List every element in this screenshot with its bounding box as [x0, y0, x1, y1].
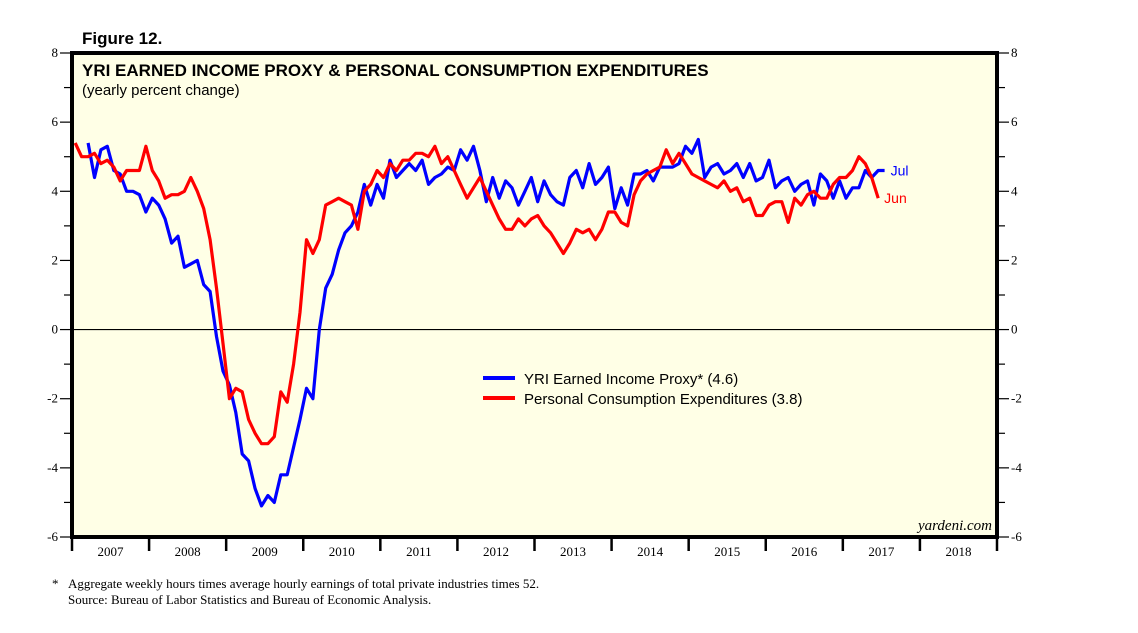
x-tick-label: 2012	[483, 544, 509, 559]
x-tick-label: 2015	[714, 544, 740, 559]
footnote-source: Source: Bureau of Labor Statistics and B…	[68, 592, 431, 607]
y-tick-label-right: 4	[1011, 183, 1018, 198]
series-line-pce	[73, 142, 880, 446]
legend-label-yri: YRI Earned Income Proxy* (4.6)	[524, 371, 738, 388]
y-tick-label-left: -4	[47, 460, 58, 475]
y-tick-label-left: 0	[52, 322, 59, 337]
series-line-yri	[86, 137, 885, 508]
chart-subtitle: (yearly percent change)	[82, 82, 240, 99]
plot-frame	[70, 51, 999, 539]
y-tick-label-left: 4	[52, 183, 59, 198]
y-axis-right: -6 -4 -2 0 2 4 6 8	[997, 45, 1022, 544]
y-tick-label-right: 2	[1011, 252, 1018, 267]
y-tick-label-right: 0	[1011, 322, 1018, 337]
y-tick-label-left: -6	[47, 529, 58, 544]
figure-label: Figure 12.	[82, 29, 162, 48]
y-tick-label-right: 6	[1011, 114, 1018, 129]
x-tick-label: 2013	[560, 544, 586, 559]
end-label-yri: Jul	[891, 163, 909, 179]
legend-label-pce: Personal Consumption Expenditures (3.8)	[524, 391, 802, 408]
x-tick-label: 2018	[945, 544, 971, 559]
x-tick-label: 2009	[252, 544, 278, 559]
footnote-note: Aggregate weekly hours times average hou…	[68, 576, 539, 591]
y-tick-label-left: 6	[52, 114, 59, 129]
y-tick-label-right: 8	[1011, 45, 1018, 60]
watermark: yardeni.com	[916, 518, 992, 534]
chart-title: YRI EARNED INCOME PROXY & PERSONAL CONSU…	[82, 61, 709, 80]
x-tick-label: 2007	[98, 544, 125, 559]
y-tick-label-left: -2	[47, 391, 58, 406]
x-tick-label: 2008	[175, 544, 201, 559]
y-tick-label-left: 2	[52, 252, 59, 267]
x-tick-label: 2010	[329, 544, 355, 559]
x-tick-label: 2014	[637, 544, 664, 559]
y-tick-label-left: 8	[52, 45, 59, 60]
x-axis: 2007 2008 2009 2010 2011 2012 2013 2014 2015 2016…	[70, 537, 999, 559]
y-axis-left: -6 -4 -2 0 2 4 6 8	[47, 45, 72, 544]
footnote-asterisk: *	[52, 576, 59, 591]
x-tick-label: 2011	[406, 544, 432, 559]
y-tick-label-right: -2	[1011, 391, 1022, 406]
x-tick-label: 2016	[791, 544, 818, 559]
y-tick-label-right: -4	[1011, 460, 1022, 475]
x-tick-label: 2017	[868, 544, 895, 559]
end-label-pce: Jun	[884, 190, 907, 206]
y-tick-label-right: -6	[1011, 529, 1022, 544]
series-layer	[73, 137, 885, 508]
plot-area	[72, 53, 997, 537]
legend: YRI Earned Income Proxy* (4.6) Personal …	[483, 371, 802, 408]
